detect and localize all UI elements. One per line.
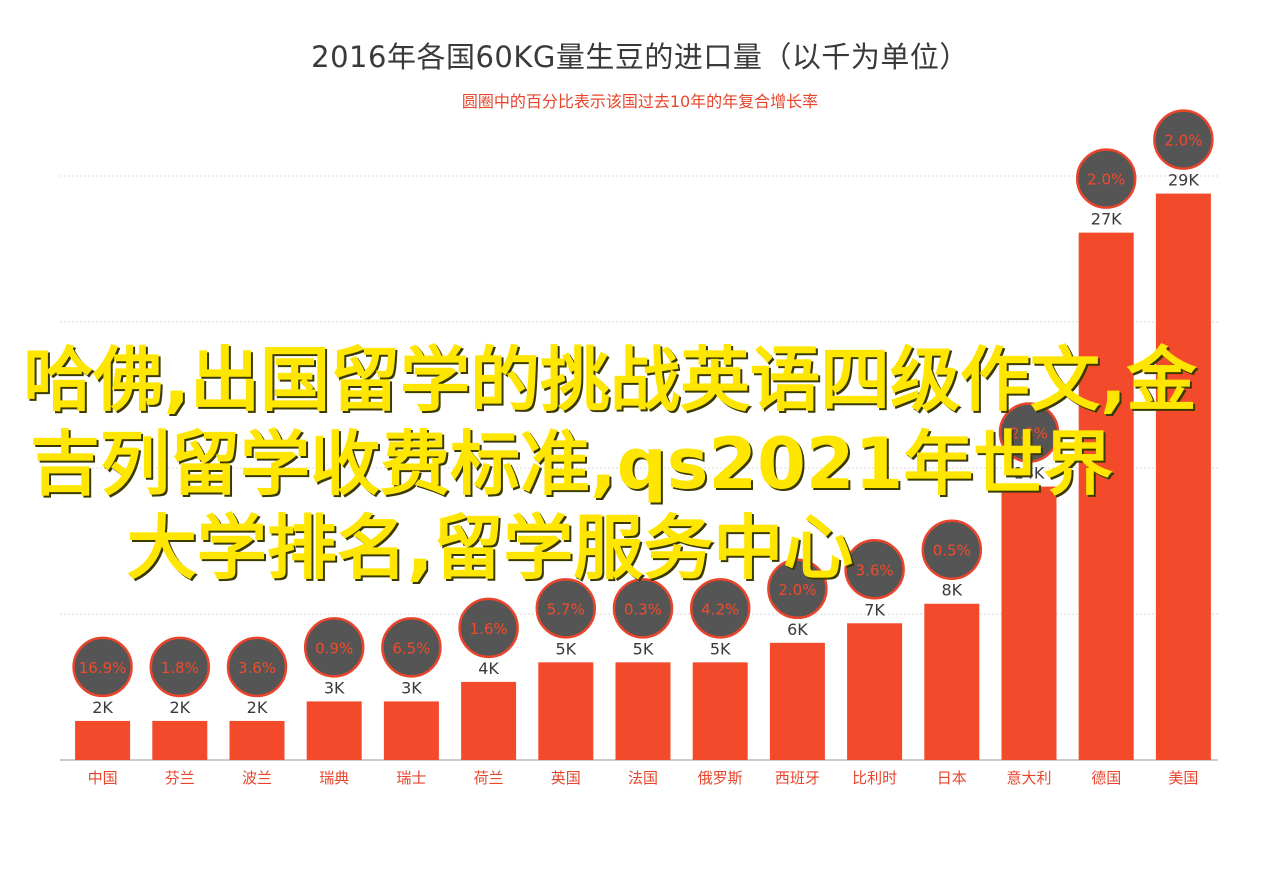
bar-3 [306, 701, 362, 760]
value-label-9: 6K [787, 620, 808, 639]
value-label-10: 7K [864, 600, 885, 619]
bars: 2K 16.9% 中国 2K 1.8% 芬兰 2K 3.6% 波兰 3K 0.9% 瑞典 3K 6.5% 瑞… [72, 109, 1214, 787]
bar-14 [1155, 193, 1211, 760]
category-label-10: 比利时 [852, 769, 897, 787]
bar-8 [692, 662, 748, 760]
growth-bubble-12 [998, 402, 1060, 463]
growth-rate-label-6: 5.7% [547, 600, 585, 618]
growth-rate-label-11: 0.5% [933, 542, 971, 560]
growth-bubble-0 [72, 636, 133, 698]
value-label-14: 29K [1168, 171, 1199, 190]
growth-bubble-2 [226, 636, 288, 698]
growth-rate-label-0: 16.9% [79, 659, 127, 677]
value-label-0: 2K [92, 698, 113, 717]
category-label-13: 德国 [1091, 769, 1121, 787]
growth-bubble-4 [381, 617, 442, 678]
value-label-13: 27K [1091, 210, 1122, 229]
value-label-4: 3K [401, 678, 422, 697]
growth-rate-label-12: 2.0% [1010, 425, 1048, 443]
bar-1 [152, 720, 208, 760]
growth-bubble-11 [921, 519, 983, 580]
category-label-2: 波兰 [242, 769, 272, 787]
bar-11 [924, 603, 980, 760]
chart-title: 2016年各国60KG量生豆的进口量（以千为单位） [311, 40, 969, 74]
category-label-0: 中国 [88, 769, 118, 787]
bar-6 [538, 662, 594, 760]
growth-bubble-8 [689, 578, 751, 639]
chart-subtitle: 圆圈中的百分比表示该国过去10年的年复合增长率 [461, 92, 819, 111]
growth-bubble-7 [612, 578, 674, 639]
growth-rate-label-3: 0.9% [315, 639, 353, 657]
growth-bubble-5 [458, 597, 519, 659]
growth-rate-label-8: 4.2% [701, 600, 739, 618]
bar-5 [461, 681, 517, 760]
growth-bubble-1 [149, 636, 211, 698]
bar-2 [229, 720, 285, 760]
bar-10 [847, 623, 903, 760]
category-label-4: 瑞士 [396, 769, 426, 787]
value-label-6: 5K [555, 639, 576, 658]
growth-bubble-6 [535, 578, 597, 639]
category-label-11: 日本 [937, 769, 967, 787]
bar-0 [75, 720, 131, 760]
value-label-7: 5K [633, 639, 654, 658]
growth-rate-label-4: 6.5% [392, 639, 430, 657]
bar-12 [1001, 486, 1057, 760]
growth-rate-label-7: 0.3% [624, 600, 662, 618]
growth-rate-label-1: 1.8% [161, 659, 199, 677]
growth-rate-label-10: 3.6% [856, 561, 894, 579]
value-label-11: 8K [941, 581, 962, 600]
value-label-1: 2K [169, 698, 190, 717]
growth-rate-label-13: 2.0% [1087, 171, 1125, 189]
category-label-6: 英国 [551, 769, 581, 787]
category-label-1: 芬兰 [165, 769, 195, 787]
value-label-12: 14K [1014, 464, 1045, 483]
value-label-8: 5K [710, 639, 731, 658]
growth-rate-label-14: 2.0% [1164, 132, 1202, 150]
growth-bubble-13 [1075, 148, 1137, 209]
growth-bubble-10 [844, 539, 905, 600]
bar-13 [1078, 232, 1134, 760]
category-label-8: 俄罗斯 [698, 769, 743, 787]
value-label-3: 3K [324, 678, 345, 697]
growth-rate-label-9: 2.0% [778, 581, 816, 599]
growth-rate-label-5: 1.6% [470, 620, 508, 638]
bar-9 [769, 642, 825, 760]
growth-bubble-9 [767, 558, 828, 620]
category-label-14: 美国 [1168, 769, 1198, 787]
bar-7 [615, 662, 671, 760]
bar-4 [383, 701, 439, 760]
category-label-7: 法国 [628, 769, 658, 787]
category-label-12: 意大利 [1006, 769, 1051, 787]
growth-bubble-14 [1153, 109, 1214, 170]
growth-rate-label-2: 3.6% [238, 659, 276, 677]
value-label-2: 2K [247, 698, 268, 717]
growth-bubble-3 [303, 617, 365, 678]
category-label-9: 西班牙 [775, 769, 820, 787]
category-label-5: 荷兰 [474, 769, 504, 787]
value-label-5: 4K [478, 659, 499, 678]
category-label-3: 瑞典 [319, 769, 349, 787]
